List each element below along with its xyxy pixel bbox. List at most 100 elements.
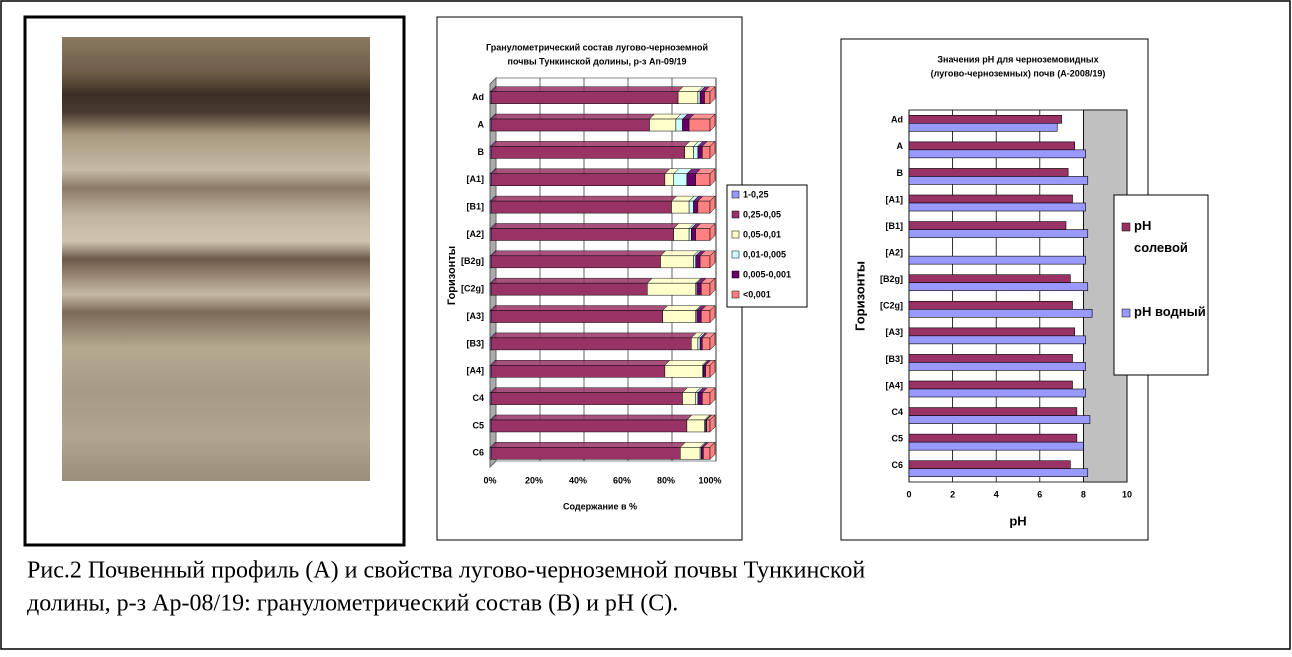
bar-segment [491, 119, 649, 131]
y-tick-label: [B1] [467, 201, 485, 211]
y-tick-label: A [897, 141, 904, 151]
x-tick-label: 40% [569, 475, 587, 485]
legend-swatch [732, 191, 739, 198]
bar-top [491, 360, 670, 365]
bar [909, 230, 1088, 238]
legend-label: 0,005-0,001 [743, 269, 791, 279]
x-tick-label: 10 [1122, 489, 1132, 499]
bar [909, 115, 1062, 123]
caption: Рис.2 Почвенный профиль (А) и свойства л… [27, 558, 865, 584]
bar-top [491, 169, 670, 174]
bar-segment [491, 365, 665, 377]
y-tick-label: [A4] [886, 380, 904, 390]
x-axis-title: Содержание в % [563, 501, 637, 511]
bar-segment [702, 393, 710, 405]
y-tick-label: C6 [472, 448, 484, 458]
legend-swatch [732, 271, 739, 278]
bar-segment [491, 174, 665, 186]
x-tick-label: 0% [483, 475, 496, 485]
bar-segment [491, 283, 647, 295]
bar-top [647, 278, 700, 283]
bar [909, 150, 1086, 158]
bar-segment [703, 365, 705, 377]
bar [909, 168, 1068, 176]
bar-segment [687, 174, 696, 186]
bar-segment [650, 119, 676, 131]
legend-label: pH солевой [1134, 215, 1208, 259]
bar [909, 434, 1077, 442]
legend-item: pH водный [1134, 301, 1208, 351]
y-tick-label: [A3] [886, 327, 904, 337]
chart-title: Значения pH для черноземовидных [937, 54, 1098, 64]
y-tick-label: Ad [472, 92, 484, 102]
legend-label: 0,05-0,01 [743, 229, 781, 239]
bar [909, 195, 1073, 203]
bar-segment [697, 311, 701, 323]
bar-segment [694, 146, 698, 158]
bar-segment [694, 256, 696, 268]
x-tick-label: 2 [950, 489, 955, 499]
bar [909, 222, 1066, 230]
y-tick-label: C4 [891, 407, 903, 417]
y-tick-label: [B2g] [880, 274, 903, 284]
bar-top [491, 442, 685, 447]
bar [909, 381, 1073, 389]
bar [909, 142, 1075, 150]
bar-top [491, 196, 676, 201]
legend-item: pH солевой [1134, 215, 1208, 265]
bar [909, 442, 1083, 450]
y-tick-label: Ad [891, 115, 903, 125]
bar-segment [676, 119, 683, 131]
chart-title: Гранулометрический состав лугово-чернозе… [486, 42, 708, 52]
bar-top [491, 141, 690, 146]
bar-segment [689, 119, 710, 131]
legend-swatch [732, 291, 739, 298]
bar-segment [491, 228, 674, 240]
bar [909, 301, 1073, 309]
bar-segment [491, 92, 678, 104]
y-axis-title: Горизонты [852, 261, 867, 331]
bar-segment [491, 311, 663, 323]
y-tick-label: B [478, 147, 485, 157]
bar-segment [697, 283, 701, 295]
bar-segment [696, 256, 700, 268]
y-tick-label: C5 [891, 434, 903, 444]
bar-segment [698, 393, 702, 405]
bar [909, 275, 1070, 283]
bar-segment [491, 201, 671, 213]
y-tick-label: C5 [472, 420, 484, 430]
bar-top [491, 388, 687, 393]
bar-top [491, 306, 668, 311]
bar-segment [696, 393, 698, 405]
bar-segment [707, 420, 710, 432]
y-tick-label: [A1] [886, 194, 904, 204]
bar-segment [700, 338, 702, 350]
legend-swatch [1122, 309, 1130, 317]
bar-top [665, 360, 707, 365]
bar-segment [491, 338, 691, 350]
bar-segment [683, 393, 696, 405]
bar-segment [691, 228, 695, 240]
x-tick-label: 60% [613, 475, 631, 485]
bar-segment [491, 420, 687, 432]
bar [909, 203, 1086, 211]
bar [909, 389, 1086, 397]
y-tick-label: C4 [472, 393, 484, 403]
legend-label: 0,01-0,005 [743, 249, 786, 259]
bar [909, 309, 1092, 317]
legend-swatch [732, 251, 739, 258]
bar-segment [689, 228, 691, 240]
y-tick-label: [C2g] [461, 284, 484, 294]
bar-segment [702, 338, 710, 350]
bar-segment [691, 338, 698, 350]
bar-segment [696, 174, 710, 186]
bar-top [491, 278, 652, 283]
bar-segment [685, 146, 694, 158]
bar [909, 283, 1088, 291]
y-axis-title: Горизонты [446, 246, 458, 305]
y-tick-label: B [897, 168, 904, 178]
plot-floor [490, 78, 496, 467]
bar-segment [678, 92, 698, 104]
bar-top [661, 251, 699, 256]
bar [909, 354, 1073, 362]
